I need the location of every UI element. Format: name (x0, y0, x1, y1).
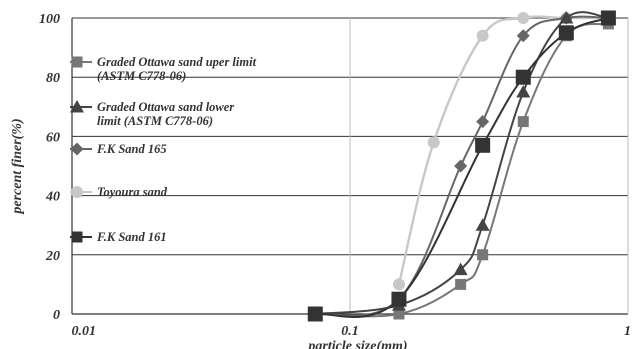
grid-lines (72, 17, 628, 314)
data-point (392, 278, 405, 291)
data-point (475, 137, 491, 153)
legend-label: Graded Ottawa sand uper limit (97, 55, 257, 69)
y-tick-label: 20 (45, 249, 60, 264)
data-point (475, 218, 490, 231)
series-4 (307, 10, 616, 322)
legend-marker (71, 56, 83, 68)
legend-label: (ASTM C778-06) (97, 69, 186, 83)
legend-label: F.K Sand 161 (96, 230, 167, 244)
y-tick-label: 40 (45, 190, 60, 205)
x-tick-label: 0.01 (72, 324, 97, 339)
data-series (307, 10, 616, 322)
legend: Graded Ottawa sand uper limit(ASTM C778-… (70, 55, 257, 244)
data-point (558, 25, 574, 41)
data-point (476, 115, 490, 129)
legend-item: F.K Sand 161 (70, 230, 167, 244)
legend-label: Toyoura sand (97, 185, 168, 199)
legend-item: Graded Ottawa sand uper limit(ASTM C778-… (70, 55, 257, 83)
x-tick-label: 0.1 (341, 324, 359, 339)
y-tick-label: 100 (39, 12, 60, 27)
legend-label: Graded Ottawa sand lower (97, 100, 234, 114)
legend-item: F.K Sand 165 (70, 142, 167, 156)
legend-marker (70, 100, 84, 113)
y-axis-title: percent finer(%) (10, 118, 25, 214)
y-tick-label: 0 (53, 308, 60, 323)
legend-marker (71, 186, 83, 198)
data-point (393, 308, 405, 320)
data-point (476, 29, 489, 42)
data-point (427, 136, 440, 149)
data-point (307, 306, 323, 322)
x-axis-title: particle size(mm) (307, 339, 407, 349)
data-point (516, 85, 531, 98)
y-tick-label: 80 (46, 71, 60, 86)
data-point (600, 10, 616, 26)
data-point (515, 69, 531, 85)
legend-marker (71, 231, 83, 243)
data-point (517, 12, 530, 24)
data-point (453, 262, 468, 276)
data-point (516, 29, 530, 43)
data-point (517, 116, 529, 128)
legend-item: Toyoura sand (70, 185, 168, 199)
data-point (391, 291, 407, 307)
y-tick-label: 60 (46, 130, 60, 145)
data-point (455, 278, 467, 290)
axis-labels: 0 20 40 60 80 100 0.01 0.1 1 particle size(mm) per… (10, 12, 631, 349)
legend-label: F.K Sand 165 (96, 142, 167, 156)
legend-label: limit (ASTM C778-06) (97, 114, 213, 128)
legend-marker (70, 142, 84, 156)
data-point (454, 159, 468, 173)
data-point (559, 11, 574, 24)
x-tick-label: 1 (624, 324, 631, 339)
data-point (477, 249, 489, 261)
